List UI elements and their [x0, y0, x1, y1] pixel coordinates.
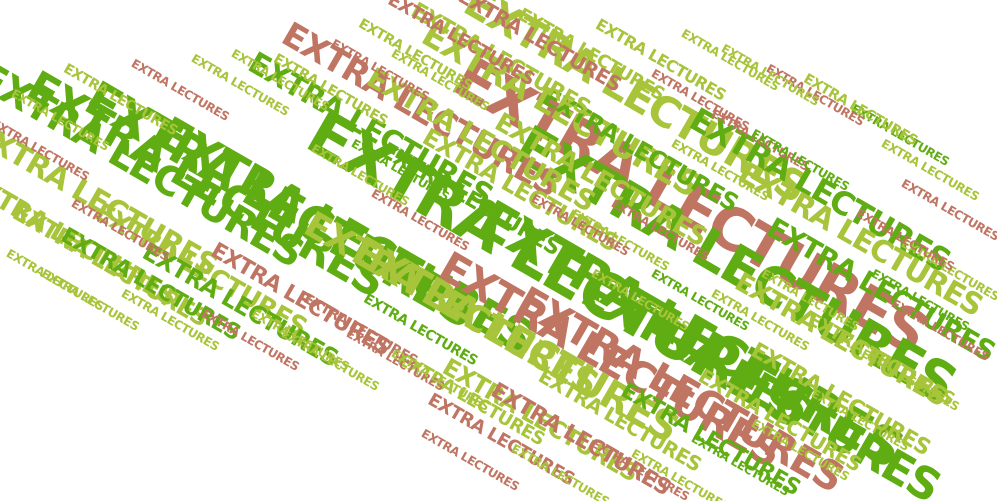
word-cloud-word: EXTRA LECTURES: [800, 70, 920, 150]
